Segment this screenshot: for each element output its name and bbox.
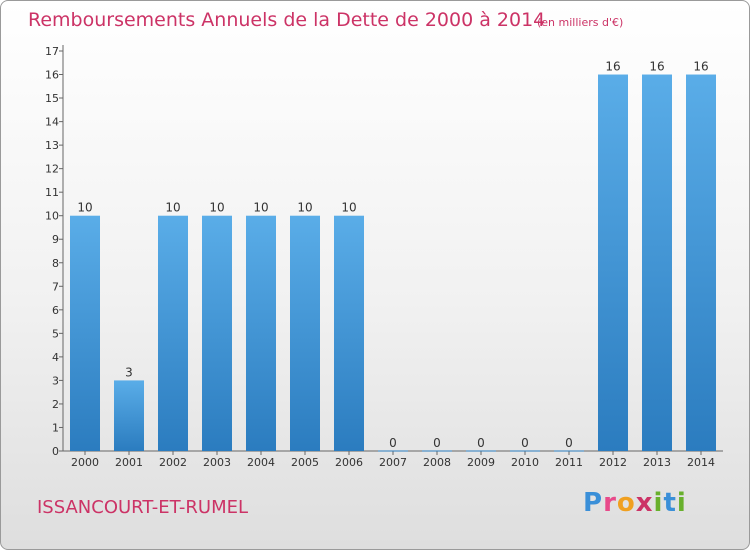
x-tick-label: 2004 [247,456,275,469]
x-tick-label: 2012 [599,456,627,469]
bar [202,215,232,451]
bar [290,215,320,451]
logo-letter: i [676,488,687,518]
bar [598,74,628,451]
data-label: 10 [297,201,312,215]
x-tick-label: 2007 [379,456,407,469]
y-tick-label: 15 [45,92,59,105]
y-tick-label: 5 [52,327,59,340]
data-label: 10 [77,201,92,215]
y-tick-label: 11 [45,186,59,199]
x-tick-label: 2014 [687,456,715,469]
x-tick-label: 2001 [115,456,143,469]
logo-letter: r [603,488,617,518]
data-label: 0 [433,436,441,450]
commune-name: ISSANCOURT-ET-RUMEL [37,497,249,518]
x-tick-label: 2009 [467,456,495,469]
data-label: 16 [649,60,664,74]
y-tick-label: 14 [45,116,59,129]
y-tick-label: 17 [45,45,59,58]
data-label: 0 [477,436,485,450]
chart-title: Remboursements Annuels de la Dette de 20… [28,9,546,31]
data-label: 10 [341,201,356,215]
bar [70,215,100,451]
x-tick-label: 2006 [335,456,363,469]
y-tick-label: 7 [52,280,59,293]
logo-letter: t [663,488,677,518]
y-tick-label: 16 [45,69,59,82]
bar [158,215,188,451]
y-tick-label: 0 [52,445,59,458]
y-tick-label: 4 [52,351,59,364]
y-tick-label: 1 [52,421,59,434]
x-tick-label: 2005 [291,456,319,469]
bar [642,74,672,451]
bar [246,215,276,451]
data-label: 10 [165,201,180,215]
x-tick-label: 2002 [159,456,187,469]
x-tick-label: 2010 [511,456,539,469]
unit-label: (en milliers d'€) [537,16,624,29]
logo-letter: x [635,488,654,518]
data-label: 16 [605,60,620,74]
data-label: 0 [565,436,573,450]
bar [334,215,364,451]
logo-letter: P [583,488,604,518]
x-tick-label: 2011 [555,456,583,469]
bar [114,380,144,451]
logo-letter: i [653,488,664,518]
y-tick-label: 12 [45,163,59,176]
data-label: 0 [521,436,529,450]
x-tick-label: 2008 [423,456,451,469]
y-tick-label: 8 [52,257,59,270]
x-tick-label: 2013 [643,456,671,469]
y-tick-label: 10 [45,210,59,223]
y-tick-label: 3 [52,374,59,387]
data-label: 10 [209,201,224,215]
data-label: 10 [253,201,268,215]
logo-letter: o [616,488,636,518]
y-tick-label: 2 [52,398,59,411]
x-tick-label: 2000 [71,456,99,469]
x-tick-label: 2003 [203,456,231,469]
data-label: 0 [389,436,397,450]
bar [686,74,716,451]
data-label: 3 [125,365,133,379]
y-tick-label: 6 [52,304,59,317]
data-label: 16 [693,60,708,74]
y-tick-label: 13 [45,139,59,152]
y-tick-label: 9 [52,233,59,246]
proxiti-logo: Proxiti [583,488,687,518]
